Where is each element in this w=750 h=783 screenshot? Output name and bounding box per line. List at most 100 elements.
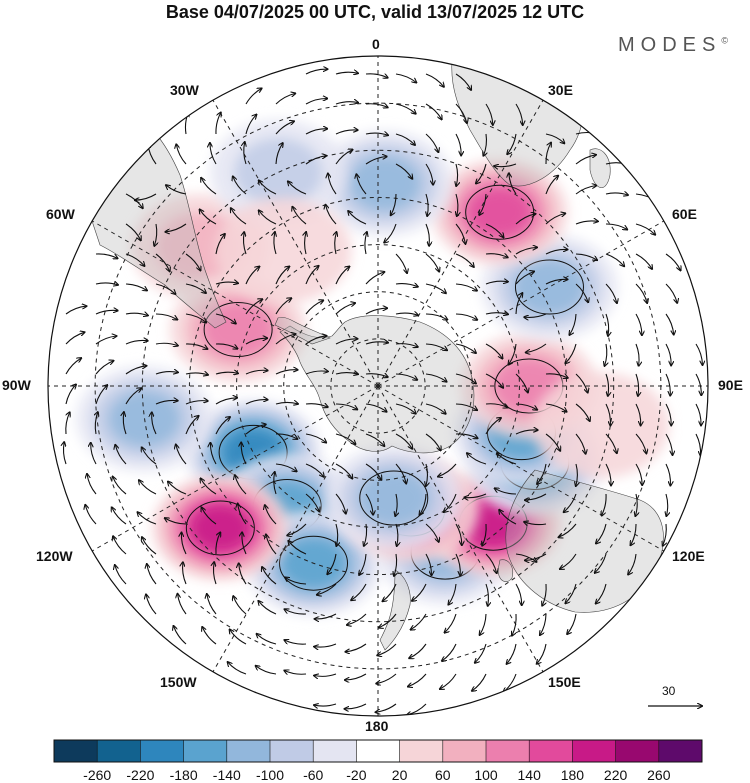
wind-vector (425, 253, 439, 272)
page-title: Base 04/07/2025 00 UTC, valid 13/07/2025… (165, 2, 585, 22)
wind-vector (545, 176, 558, 195)
wind-vector (215, 313, 236, 324)
wind-vector (314, 643, 337, 647)
colorbar-segment (486, 740, 530, 762)
wind-vector (65, 332, 85, 345)
wind-vector (348, 211, 367, 225)
wind-vector (230, 629, 247, 645)
meridian-line (377, 99, 544, 387)
wind-vector (95, 336, 117, 345)
wind-vector (305, 371, 328, 375)
wind-vector (575, 403, 590, 421)
wind-vector (259, 210, 277, 225)
wind-vector (138, 512, 157, 525)
wind-vector (155, 343, 178, 345)
wind-vector (335, 303, 355, 315)
anomaly-negative-11 (481, 234, 618, 340)
wind-vector (635, 313, 642, 335)
wind-vector (215, 417, 230, 435)
wind-vector (515, 403, 537, 410)
wind-vector (666, 493, 668, 516)
wind-vector (356, 174, 367, 195)
wind-vector (575, 186, 596, 195)
wind-vector (425, 553, 432, 575)
colorbar-tick-label: -100 (255, 767, 285, 783)
wind-vector (95, 310, 118, 315)
wind-vector (695, 343, 703, 365)
meridian-line (91, 220, 379, 387)
wind-vector (665, 283, 677, 303)
wind-vector (112, 507, 127, 525)
wind-vector (95, 361, 114, 375)
wind-vector (635, 253, 652, 269)
wind-vector (345, 643, 367, 652)
wind-vector (512, 613, 517, 636)
lon-label-60e: 60E (672, 206, 697, 222)
wind-vector (395, 433, 412, 449)
wind-vector (575, 221, 598, 225)
wind-vector (485, 223, 504, 237)
wind-vector (376, 673, 397, 684)
wind-vector (242, 532, 247, 555)
wind-vector (665, 343, 671, 365)
map-border (47, 55, 709, 717)
colorbar-segment (615, 740, 659, 762)
wind-vector (213, 562, 216, 585)
wind-vector (335, 232, 337, 255)
new-zealand (379, 569, 411, 651)
wind-vector (125, 340, 148, 345)
wind-vector (85, 505, 97, 525)
wind-vector (456, 193, 458, 216)
wind-vector (395, 463, 406, 484)
wind-vector (288, 181, 307, 195)
wind-vector (576, 463, 578, 486)
wind-vector (596, 583, 607, 604)
wind-vector (155, 400, 178, 405)
wind-vector (485, 313, 508, 315)
wind-vector (365, 133, 388, 135)
wind-vector (178, 594, 187, 615)
wind-vector (364, 523, 367, 546)
colorbar-segment (442, 740, 486, 762)
wind-vector (65, 358, 81, 375)
colorbar (53, 739, 703, 763)
wind-vector (545, 133, 564, 143)
wind-vector (91, 443, 97, 465)
wind-vector (635, 283, 647, 303)
wind-vector (425, 163, 433, 185)
wind-vector (395, 493, 397, 516)
map-disc (48, 56, 708, 716)
wind-vector (605, 193, 628, 195)
wind-vector (166, 185, 187, 195)
wind-vector (125, 388, 141, 405)
wind-vector (440, 673, 457, 689)
wind-vector (545, 249, 568, 255)
wind-vector (515, 373, 528, 393)
latitude-circle (188, 196, 568, 576)
wind-vector (455, 553, 460, 576)
wind-vector (152, 412, 157, 435)
lon-label-120e: 120E (672, 548, 705, 564)
wind-vector (545, 143, 551, 165)
colorbar-segment (313, 740, 357, 762)
wind-vector (365, 493, 373, 515)
wind-vector (663, 523, 667, 546)
colorbar-segment (658, 740, 702, 762)
anomaly-positive-12 (431, 159, 568, 265)
wind-vector (376, 703, 397, 712)
wind-vector (65, 412, 70, 435)
wind-vector (560, 553, 577, 569)
wind-vector (482, 523, 487, 546)
wind-vector (285, 609, 307, 615)
anomaly-negative-7 (325, 445, 462, 551)
wind-vector (275, 463, 297, 471)
wind-vector (238, 504, 247, 525)
wind-vector (455, 103, 467, 123)
wind-vector (210, 143, 217, 165)
wind-vector (275, 433, 297, 439)
wind-vector (515, 553, 537, 562)
latitude-circle (330, 338, 426, 434)
wind-vector (605, 343, 607, 366)
wind-vector (567, 613, 577, 634)
wind-vector (545, 433, 560, 451)
